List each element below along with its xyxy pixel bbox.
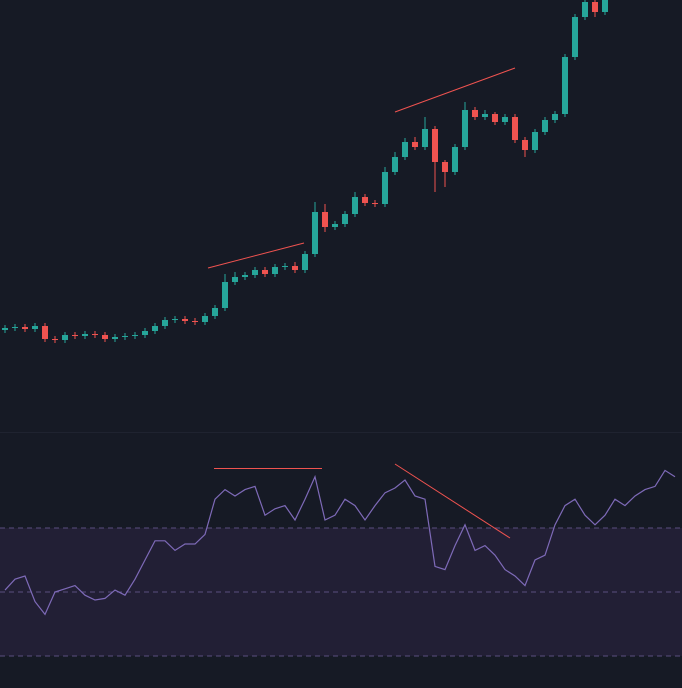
candle-body bbox=[82, 334, 88, 336]
candle-body bbox=[532, 132, 538, 150]
candle-body bbox=[512, 117, 518, 140]
candle-body bbox=[52, 339, 58, 340]
trend-line bbox=[207, 242, 305, 269]
candle-body bbox=[122, 336, 128, 337]
candle-body bbox=[362, 197, 368, 203]
candle-body bbox=[312, 212, 318, 254]
candle-body bbox=[2, 328, 8, 330]
candle-body bbox=[492, 114, 498, 122]
candle-body bbox=[222, 282, 228, 308]
candle-body bbox=[322, 212, 328, 227]
candle-body bbox=[272, 267, 278, 274]
candle-body bbox=[262, 270, 268, 274]
trend-line bbox=[394, 463, 511, 539]
candle-body bbox=[32, 326, 38, 329]
candle-body bbox=[252, 270, 258, 275]
candle-body bbox=[522, 140, 528, 150]
candle-body bbox=[202, 316, 208, 322]
candle-body bbox=[422, 129, 428, 147]
candle-body bbox=[552, 114, 558, 120]
candle-body bbox=[12, 327, 18, 328]
candle-body bbox=[152, 326, 158, 331]
candle-body bbox=[342, 214, 348, 224]
candle-body bbox=[332, 224, 338, 227]
candle-body bbox=[542, 120, 548, 132]
candle-body bbox=[452, 147, 458, 172]
candle-body bbox=[182, 319, 188, 321]
candle-body bbox=[212, 308, 218, 316]
candle-body bbox=[232, 277, 238, 282]
rsi-line bbox=[4, 469, 676, 616]
trend-line bbox=[394, 67, 516, 113]
candle-body bbox=[442, 162, 448, 172]
price-panel bbox=[2, 0, 608, 343]
candle-body bbox=[462, 110, 468, 147]
candle-body bbox=[562, 57, 568, 114]
candle-body bbox=[22, 327, 28, 329]
candle-body bbox=[372, 203, 378, 204]
candle-body bbox=[482, 114, 488, 117]
candle-body bbox=[402, 142, 408, 157]
candle-body bbox=[62, 335, 68, 340]
candle-body bbox=[192, 321, 198, 322]
candle-body bbox=[352, 197, 358, 214]
candle-body bbox=[112, 337, 118, 339]
candle-body bbox=[292, 266, 298, 270]
candle-body bbox=[392, 157, 398, 172]
candle-body bbox=[42, 326, 48, 339]
candle-body bbox=[132, 335, 138, 336]
candle-body bbox=[472, 110, 478, 117]
candle-body bbox=[142, 331, 148, 335]
candle-body bbox=[432, 129, 438, 162]
candle-body bbox=[592, 2, 598, 12]
candle-body bbox=[172, 319, 178, 320]
candle-body bbox=[242, 275, 248, 277]
candle-body bbox=[412, 142, 418, 147]
rsi-panel bbox=[0, 469, 682, 657]
candle-body bbox=[502, 117, 508, 122]
candle-body bbox=[102, 335, 108, 339]
candle-body bbox=[282, 266, 288, 267]
candle-body bbox=[92, 334, 98, 335]
candle-body bbox=[162, 320, 168, 326]
candle-body bbox=[302, 254, 308, 270]
candle-body bbox=[572, 17, 578, 57]
candle-body bbox=[382, 172, 388, 204]
candle-body bbox=[582, 2, 588, 17]
candle-body bbox=[602, 0, 608, 12]
candle-body bbox=[72, 335, 78, 336]
